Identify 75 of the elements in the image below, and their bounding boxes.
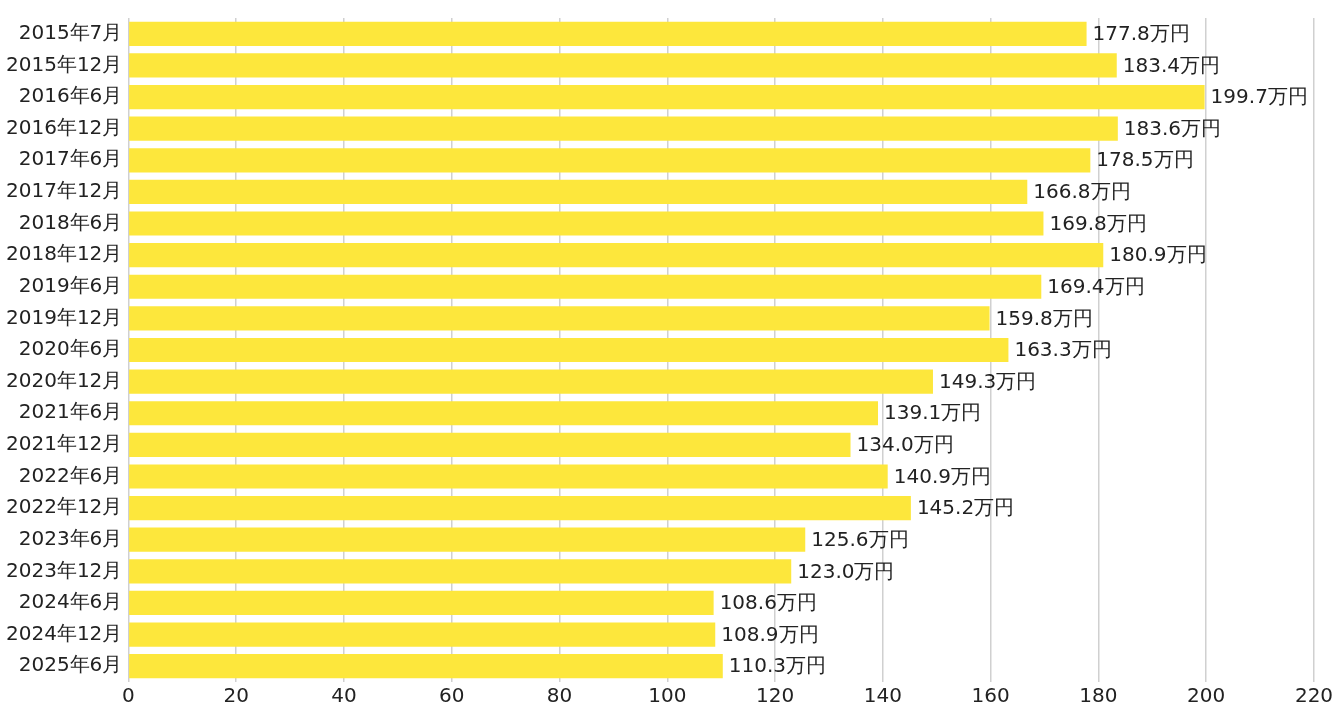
y-tick-label: 2016年6月	[18, 83, 123, 108]
x-tick-label: 0	[121, 683, 135, 708]
data-label: 166.8万円	[1033, 179, 1131, 204]
data-label: 159.8万円	[995, 305, 1093, 330]
data-label: 183.6万円	[1123, 115, 1222, 140]
bar	[129, 432, 851, 457]
x-tick-label: 180	[1079, 683, 1118, 708]
bar	[129, 496, 911, 521]
bar	[129, 53, 1117, 78]
y-tick-label: 2019年12月	[5, 304, 123, 329]
y-tick-label: 2018年6月	[18, 209, 123, 234]
x-tick-label: 200	[1187, 683, 1226, 708]
bar	[129, 654, 723, 679]
y-tick-label: 2017年12月	[5, 178, 123, 203]
bar	[129, 527, 806, 552]
data-label: 108.9万円	[721, 621, 819, 646]
bar	[129, 590, 714, 616]
data-label: 125.6万円	[811, 526, 909, 551]
y-tick-label: 2020年6月	[18, 336, 123, 361]
y-tick-label: 2016年12月	[5, 114, 123, 139]
bar	[129, 84, 1205, 110]
data-label: 178.5万円	[1096, 147, 1194, 172]
bar	[129, 337, 1009, 363]
bar	[129, 21, 1087, 46]
data-label: 177.8万円	[1092, 21, 1190, 46]
y-tick-label: 2020年12月	[5, 367, 123, 392]
bar	[129, 464, 888, 489]
x-tick-label: 40	[331, 683, 357, 708]
bar	[129, 211, 1044, 236]
bar	[129, 306, 990, 331]
bar	[129, 148, 1091, 173]
y-tick-label: 2024年6月	[18, 589, 123, 614]
y-tick-label: 2024年12月	[5, 620, 123, 645]
data-label: 199.7万円	[1210, 84, 1308, 109]
y-tick-label: 2021年12月	[5, 431, 123, 456]
y-tick-label: 2018年12月	[5, 241, 123, 266]
y-tick-label: 2023年6月	[18, 525, 123, 550]
x-tick-label: 120	[755, 683, 795, 708]
y-tick-label: 2022年12月	[5, 494, 123, 519]
data-label: 163.3万円	[1014, 337, 1112, 362]
data-label: 169.4万円	[1047, 273, 1145, 298]
y-tick-label: 2019年6月	[18, 272, 123, 297]
data-label: 134.0万円	[856, 432, 954, 457]
bar	[129, 369, 933, 394]
bar	[129, 274, 1042, 299]
bar	[129, 559, 792, 584]
bar	[129, 116, 1118, 141]
y-tick-label: 2025年6月	[18, 652, 123, 677]
bar	[129, 622, 716, 647]
bar	[129, 401, 878, 426]
x-tick-label: 160	[971, 683, 1010, 708]
x-tick-label: 140	[863, 683, 902, 708]
data-label: 139.1万円	[884, 400, 982, 425]
x-tick-label: 80	[546, 683, 573, 708]
y-tick-label: 2017年6月	[18, 146, 123, 171]
data-label: 123.0万円	[797, 558, 895, 583]
bar	[129, 179, 1028, 204]
x-tick-label: 60	[438, 683, 465, 708]
y-tick-label: 2023年12月	[5, 557, 123, 582]
data-label: 169.8万円	[1049, 210, 1147, 235]
x-tick-label: 100	[648, 683, 687, 708]
data-label: 108.6万円	[719, 590, 817, 615]
x-tick-label: 220	[1294, 683, 1334, 708]
y-tick-label: 2022年6月	[18, 462, 123, 487]
data-label: 180.9万円	[1109, 242, 1207, 267]
bar	[129, 243, 1104, 268]
data-label: 183.4万円	[1122, 52, 1221, 77]
x-tick-label: 20	[223, 683, 249, 708]
y-tick-label: 2021年6月	[18, 399, 123, 424]
data-label: 110.3万円	[728, 653, 827, 678]
data-label: 140.9万円	[893, 463, 991, 488]
y-tick-label: 2015年12月	[5, 51, 123, 76]
data-label: 145.2万円	[916, 495, 1015, 520]
y-tick-label: 2015年7月	[18, 20, 123, 45]
data-label: 149.3万円	[938, 368, 1037, 393]
